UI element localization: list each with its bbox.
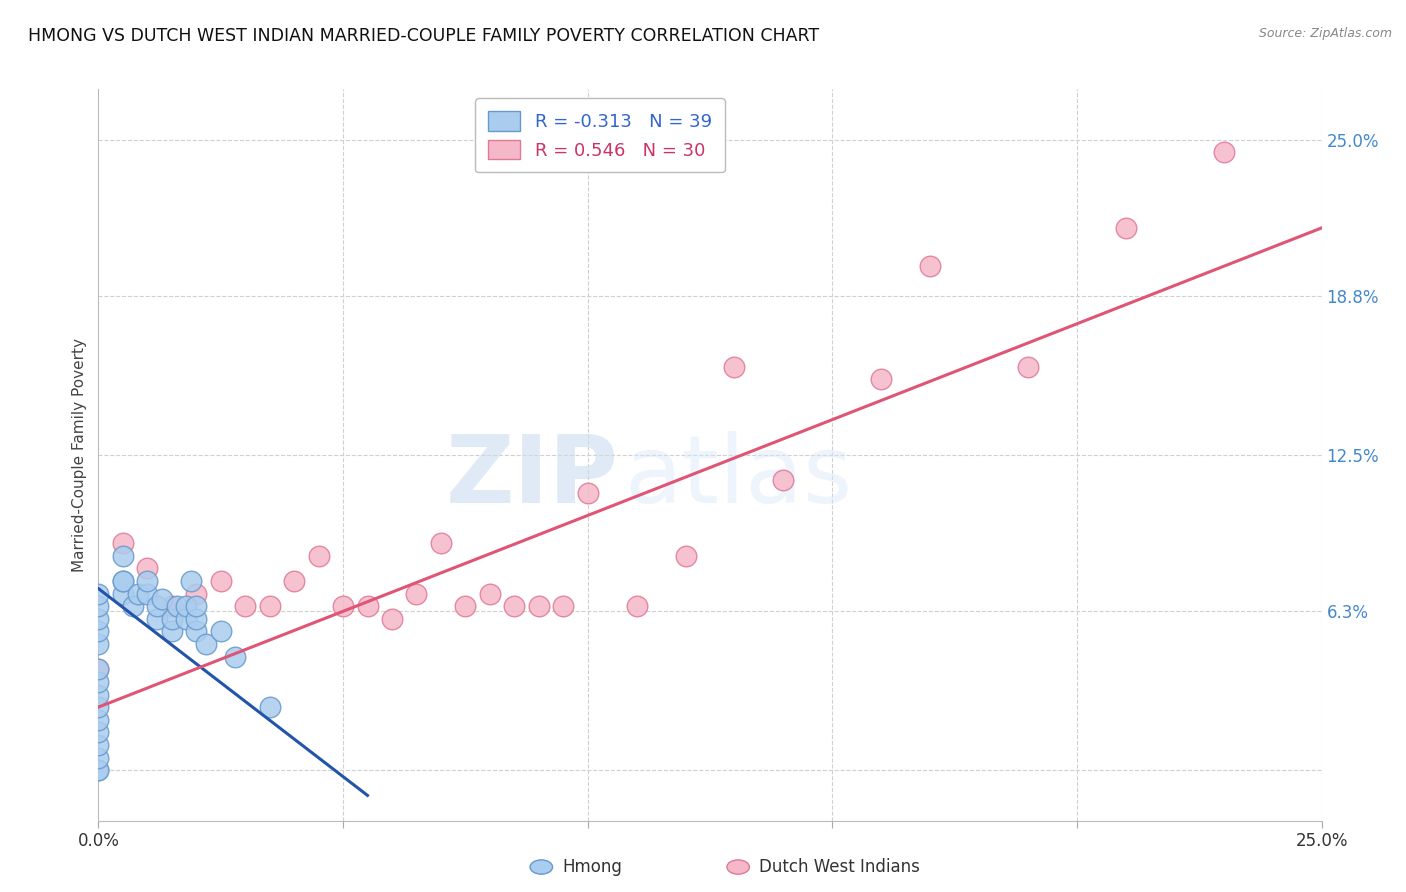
Point [111, 587, 134, 601]
Point [87, 750, 110, 764]
Point [160, 599, 183, 614]
Point [87, 700, 110, 714]
Point [356, 599, 378, 614]
Point [405, 587, 427, 601]
Point [111, 574, 134, 588]
Point [186, 612, 208, 626]
Point [723, 359, 745, 374]
Point [332, 599, 354, 614]
Point [186, 587, 208, 601]
Point [503, 599, 526, 614]
Point [576, 485, 599, 500]
Point [87, 713, 110, 727]
Text: Dutch West Indians: Dutch West Indians [759, 858, 920, 876]
Point [1017, 359, 1039, 374]
Point [454, 599, 477, 614]
Point [146, 612, 169, 626]
Point [176, 612, 198, 626]
Point [111, 536, 134, 550]
Point [136, 587, 159, 601]
Point [772, 473, 794, 487]
Point [259, 700, 281, 714]
Point [675, 549, 697, 563]
Legend: R = -0.313   N = 39, R = 0.546   N = 30: R = -0.313 N = 39, R = 0.546 N = 30 [475, 98, 724, 172]
Point [160, 624, 183, 639]
Text: Source: ZipAtlas.com: Source: ZipAtlas.com [1258, 27, 1392, 40]
Point [527, 599, 550, 614]
Point [870, 372, 893, 386]
Point [87, 763, 110, 777]
Point [180, 574, 202, 588]
Point [87, 612, 110, 626]
Text: atlas: atlas [624, 431, 852, 523]
Point [224, 649, 246, 664]
Point [308, 549, 330, 563]
Point [87, 637, 110, 651]
Point [111, 574, 134, 588]
Point [136, 574, 159, 588]
Point [1212, 145, 1234, 160]
Point [87, 662, 110, 676]
Point [87, 738, 110, 752]
Point [146, 599, 169, 614]
Point [87, 662, 110, 676]
Point [160, 612, 183, 626]
Point [121, 599, 143, 614]
Point [259, 599, 281, 614]
Point [87, 587, 110, 601]
Point [150, 591, 173, 606]
Point [1115, 221, 1137, 235]
Point [553, 599, 575, 614]
Point [111, 549, 134, 563]
Point [87, 624, 110, 639]
Point [195, 637, 218, 651]
Point [233, 599, 256, 614]
Point [127, 587, 149, 601]
Point [381, 612, 404, 626]
Point [209, 574, 232, 588]
Text: HMONG VS DUTCH WEST INDIAN MARRIED-COUPLE FAMILY POVERTY CORRELATION CHART: HMONG VS DUTCH WEST INDIAN MARRIED-COUPL… [28, 27, 820, 45]
Point [87, 725, 110, 739]
Text: Hmong: Hmong [562, 858, 623, 876]
Point [87, 763, 110, 777]
Point [186, 599, 208, 614]
Text: ZIP: ZIP [446, 431, 619, 523]
Point [283, 574, 305, 588]
Point [87, 674, 110, 689]
Point [478, 587, 501, 601]
Point [920, 259, 942, 273]
Point [626, 599, 648, 614]
Y-axis label: Married-Couple Family Poverty: Married-Couple Family Poverty [72, 338, 87, 572]
Point [166, 599, 188, 614]
Point [430, 536, 453, 550]
Point [186, 624, 208, 639]
Point [176, 599, 198, 614]
Point [87, 688, 110, 702]
Point [136, 561, 159, 575]
Point [87, 599, 110, 614]
Point [209, 624, 232, 639]
